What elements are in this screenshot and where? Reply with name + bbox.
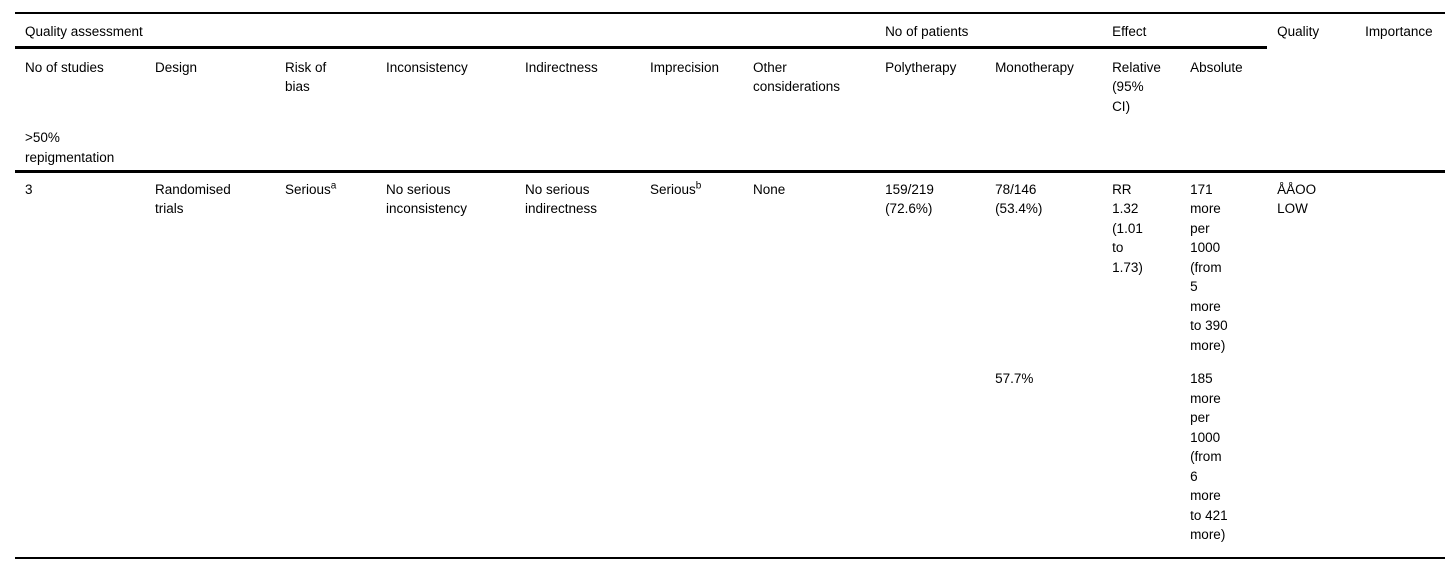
cell-indirectness: No serious indirectness: [525, 181, 598, 217]
cell-other-considerations: None: [753, 181, 786, 197]
table-row: 3 Randomised trials Seriousa No serious …: [15, 171, 1445, 355]
col-header-inconsistency: Inconsistency: [386, 59, 468, 75]
group-header-quality-assessment: Quality assessment: [15, 13, 876, 49]
col-header-polytherapy: Polytherapy: [885, 59, 957, 75]
cell-polytherapy: 159/219 (72.6%): [885, 181, 934, 217]
col-header-risk-of-bias: Risk of bias: [285, 59, 327, 95]
footnote-sup-b: b: [695, 180, 702, 191]
cell-quality: ÅÅOO LOW: [1277, 181, 1317, 217]
cell-monotherapy-2: 57.7%: [995, 371, 1034, 386]
cell-inconsistency: No serious inconsistency: [386, 181, 468, 217]
col-header-spacer-quality: [1267, 47, 1355, 117]
cell-importance: [1355, 171, 1445, 558]
col-header-spacer-importance: [1355, 47, 1445, 117]
group-header-row: Quality assessment No of patients Effect…: [15, 13, 1445, 49]
cell-absolute-2: 185 more per 1000 (from 6 more to 421 mo…: [1190, 371, 1228, 542]
column-header-row: No of studies Design Risk of bias Incons…: [15, 47, 1445, 117]
col-header-other-considerations: Other considerations: [753, 59, 841, 95]
group-header-no-of-patients: No of patients: [875, 13, 1103, 49]
cell-no-of-studies: 3: [25, 181, 33, 197]
cell-monotherapy-1: 78/146 (53.4%): [995, 181, 1043, 217]
section-row-label: >50% repigmentation: [15, 117, 1446, 173]
cell-risk-of-bias-text: Serious: [285, 181, 331, 197]
group-header-effect: Effect: [1102, 13, 1268, 49]
col-header-design: Design: [155, 59, 198, 75]
group-header-quality: Quality: [1277, 24, 1320, 39]
group-header-importance: Importance: [1365, 24, 1433, 39]
cell-imprecision-text: Serious: [650, 181, 696, 197]
col-header-absolute: Absolute: [1190, 59, 1243, 75]
grade-evidence-table: Quality assessment No of patients Effect…: [15, 12, 1446, 559]
footnote-sup-a: a: [330, 180, 337, 191]
table-row-continued: 57.7% 185 more per 1000 (from 6 more to …: [15, 355, 1445, 558]
cell-relative-95ci: RR 1.32 (1.01 to 1.73): [1112, 181, 1143, 275]
cell-imprecision: Seriousb: [640, 171, 743, 558]
cell-absolute-1: 171 more per 1000 (from 5 more to 390 mo…: [1190, 181, 1228, 353]
col-header-imprecision: Imprecision: [650, 59, 720, 75]
col-header-relative-95ci: Relative (95% CI): [1112, 59, 1161, 114]
cell-risk-of-bias: Seriousa: [275, 171, 376, 558]
cell-design: Randomised trials: [155, 181, 231, 217]
col-header-indirectness: Indirectness: [525, 59, 598, 75]
outcome-section-row: >50% repigmentation: [15, 117, 1446, 173]
col-header-no-of-studies: No of studies: [25, 59, 104, 75]
col-header-monotherapy: Monotherapy: [995, 59, 1074, 75]
